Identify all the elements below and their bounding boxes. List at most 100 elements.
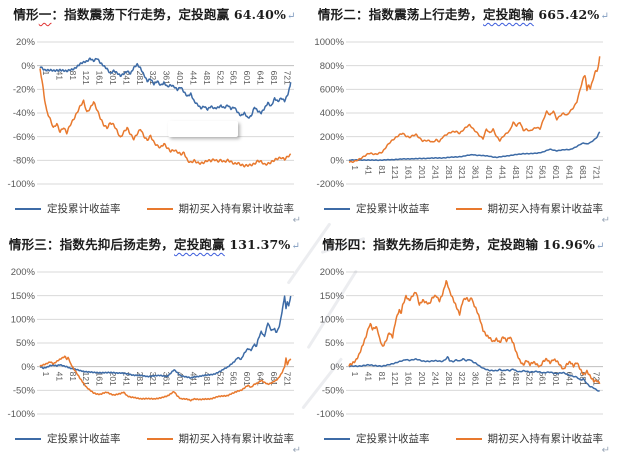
x-tick-label: 41 — [54, 372, 64, 382]
y-tick-label: -20% — [13, 85, 36, 96]
x-tick-label: 241 — [121, 71, 131, 85]
x-tick-label: 521 — [524, 372, 534, 386]
title-segment: 定投跑输 — [483, 7, 534, 22]
y-tick-label: 200% — [320, 267, 345, 278]
series-line-blue — [348, 356, 600, 392]
legend-item: 期初买入持有累计收益率 — [146, 431, 295, 446]
y-tick-label: 400% — [320, 108, 345, 119]
x-tick-label: 601 — [551, 165, 561, 179]
chart-title: 情形二：指数震荡上行走势，定投跑输 665.42%↵ — [309, 4, 618, 23]
x-tick-label: 361 — [471, 372, 481, 386]
x-tick-label: 201 — [417, 372, 427, 386]
x-tick-label: 81 — [377, 165, 387, 175]
x-tick-label: 161 — [95, 71, 105, 85]
x-tick-label: 441 — [497, 372, 507, 386]
y-tick-label: -80% — [13, 156, 36, 167]
x-tick-label: 521 — [215, 71, 225, 85]
x-tick-label: 721 — [282, 71, 292, 85]
y-tick-label: -60% — [13, 132, 36, 143]
y-tick-label: 50% — [16, 338, 36, 349]
paragraph-mark: ↵ — [292, 215, 301, 226]
x-tick-label: 321 — [457, 372, 467, 386]
x-tick-label: 681 — [269, 372, 279, 386]
series-line-blue — [39, 295, 292, 379]
x-tick-label: 521 — [215, 372, 225, 386]
legend-line-marker — [15, 207, 41, 210]
chart-legend: 定投累计收益率 期初买入持有累计收益率 — [0, 201, 309, 216]
legend-item: 定投累计收益率 — [324, 201, 430, 216]
x-tick-label: 481 — [202, 372, 212, 386]
legend-line-marker — [146, 207, 173, 210]
x-tick-label: 721 — [591, 372, 601, 386]
chart-plot: 20% 0% -20% -40% -60% -80% -100% 1 41 81 121 161 201… — [8, 37, 294, 190]
legend-item: 定投累计收益率 — [15, 201, 121, 216]
x-tick-label: 481 — [511, 165, 521, 179]
x-tick-label: 321 — [148, 372, 158, 386]
legend-label: 期初买入持有累计收益率 — [487, 433, 604, 445]
y-tick-label: 200% — [11, 267, 36, 278]
chart-case2: 情形二：指数震荡上行走势，定投跑输 665.42%↵ 1000% 800% 600%… — [309, 0, 618, 230]
x-tick-label: 561 — [229, 71, 239, 85]
y-tick-label: 20% — [16, 37, 36, 48]
x-tick-label: 601 — [242, 372, 252, 386]
x-tick-label: 281 — [135, 71, 145, 85]
x-tick-label: 561 — [229, 372, 239, 386]
x-tick-label: 401 — [484, 165, 494, 179]
x-tick-label: 641 — [255, 71, 265, 85]
y-tick-label: 200% — [320, 132, 345, 143]
legend-label: 定投累计收益率 — [47, 433, 121, 445]
series-line-orange — [348, 279, 601, 385]
paragraph-mark: ↵ — [600, 11, 610, 22]
y-tick-label: 0% — [330, 156, 344, 167]
empty-tooltip-artifact — [168, 121, 238, 137]
x-tick-label: 561 — [538, 165, 548, 179]
y-tick-label: -100% — [8, 179, 36, 190]
x-tick-label: 601 — [551, 372, 561, 386]
series-line-orange — [348, 56, 601, 164]
legend-item: 期初买入持有累计收益率 — [146, 201, 295, 216]
x-tick-label: 721 — [591, 165, 601, 179]
y-tick-label: -40% — [13, 108, 36, 119]
x-tick-label: 1 — [350, 165, 360, 170]
x-tick-label: 521 — [524, 165, 534, 179]
x-tick-label: 241 — [121, 372, 131, 386]
x-tick-label: 81 — [68, 71, 78, 81]
paragraph-mark: ↵ — [287, 11, 296, 22]
x-tick-label: 441 — [188, 71, 198, 85]
y-tick-label: -100% — [317, 409, 345, 420]
title-segment: ：指数震荡下行走势，定投跑赢 64.40% — [51, 7, 287, 22]
legend-label: 期初买入持有累计收益率 — [178, 433, 295, 445]
legend-label: 定投累计收益率 — [47, 203, 121, 215]
chart-plot: 1000%800%600%400%200%0%-200%1 41 81 121 161 2… — [314, 37, 603, 190]
x-tick-label: 361 — [471, 165, 481, 179]
x-tick-label: 441 — [497, 165, 507, 179]
chart-case4: 情形四：指数先扬后抑走势，定投跑输 16.96%↵ 200% 150% 100% 50… — [309, 230, 618, 460]
x-tick-label: 561 — [538, 372, 548, 386]
y-tick-label: 0% — [21, 61, 35, 72]
x-tick-label: 401 — [484, 372, 494, 386]
legend-line-marker — [15, 437, 41, 440]
chart-case3: 情形三：指数先抑后扬走势，定投跑赢 131.37%↵ 200% 150% 100% 5… — [0, 230, 309, 460]
x-tick-label: 401 — [175, 372, 185, 386]
x-tick-label: 641 — [255, 372, 265, 386]
y-tick-label: 0% — [330, 362, 344, 373]
legend-label: 期初买入持有累计收益率 — [178, 203, 295, 215]
x-tick-label: 1 — [41, 71, 51, 76]
x-tick-label: 241 — [430, 165, 440, 179]
x-tick-label: 1 — [350, 372, 360, 377]
paragraph-mark: ↵ — [292, 445, 301, 456]
x-tick-label: 41 — [363, 165, 373, 175]
y-tick-label: -50% — [322, 386, 345, 397]
title-segment: 一 — [38, 7, 52, 22]
series-line-orange — [39, 68, 292, 168]
x-tick-label: 361 — [162, 372, 172, 386]
paragraph-mark: ↵ — [601, 215, 610, 226]
y-tick-label: 150% — [11, 291, 36, 302]
x-tick-label: 161 — [404, 165, 414, 179]
x-tick-label: 641 — [564, 165, 574, 179]
title-segment: 665.42% — [533, 7, 600, 22]
y-tick-label: 600% — [320, 85, 345, 96]
chart-plot: 200% 150% 100% 50% 0% -50% -100% 1 41 81 121 161 201… — [8, 267, 294, 420]
legend-item: 定投累计收益率 — [15, 431, 121, 446]
x-tick-label: 121 — [81, 71, 91, 85]
